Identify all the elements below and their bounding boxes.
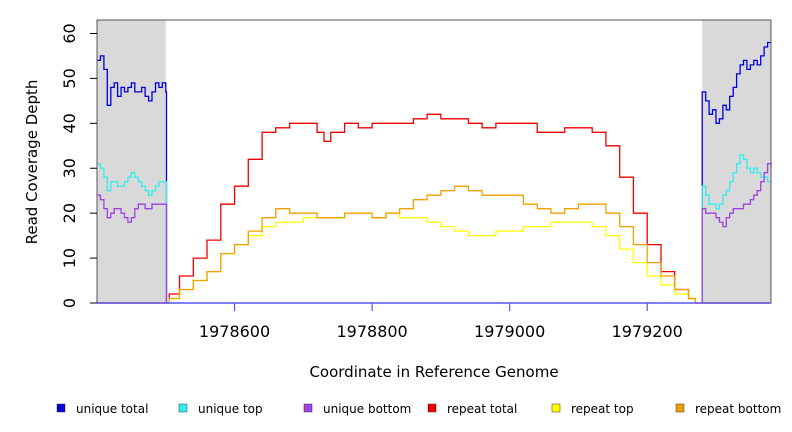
legend-label-unique-total: unique total [76,402,148,416]
y-tick-label-2: 20 [60,203,79,223]
y-axis-title: Read Coverage Depth [23,80,41,245]
x-tick-label-1: 1978800 [336,322,407,341]
series-line-unique-top-1 [701,154,771,304]
series-line-unique-top-0 [97,163,168,303]
legend-swatch-unique-total [56,403,66,413]
series-line-unique-bottom-0 [97,194,168,303]
y-tick-label-5: 50 [60,68,79,88]
x-tick-label-2: 1979000 [474,322,545,341]
legend-label-repeat-total: repeat total [447,402,517,416]
series-line-repeat-total-0 [97,113,771,304]
x-tick-label-3: 1979200 [612,322,683,341]
legend-swatch-repeat-bottom [675,403,685,413]
legend-swatch-repeat-total [427,403,437,413]
shaded-region-0 [97,20,166,303]
legend-label-repeat-bottom: repeat bottom [695,402,781,416]
y-tick-label-6: 60 [60,23,79,43]
series-line-repeat-bottom-0 [97,185,771,304]
legend-label-repeat-top: repeat top [571,402,634,416]
x-axis-ticks: 1978600 1978800 1979000 1979200 [199,303,683,341]
legend-swatch-unique-top [178,403,188,413]
series-line-unique-bottom-1 [701,163,772,304]
series-line-unique-total-0 [97,55,168,303]
x-axis-title: Coordinate in Reference Genome [309,363,558,381]
y-axis-ticks: 0 10 20 30 40 50 60 [60,23,97,308]
legend-label-unique-top: unique top [198,402,263,416]
series-line-unique-total-1 [701,41,771,304]
x-tick-label-0: 1978600 [199,322,270,341]
shaded-regions [97,20,771,303]
plot-frame [96,19,772,304]
legend-label-unique-bottom: unique bottom [323,402,411,416]
y-tick-label-1: 10 [60,248,79,268]
legend-swatch-unique-bottom [303,403,313,413]
legend-swatch-repeat-top [551,403,561,413]
y-tick-label-0: 0 [60,298,79,308]
legend: unique total unique top unique bottom repea… [56,402,781,416]
y-tick-label-3: 30 [60,158,79,178]
series-lines [97,41,772,304]
y-tick-label-4: 40 [60,113,79,133]
shaded-region-1 [702,20,771,303]
